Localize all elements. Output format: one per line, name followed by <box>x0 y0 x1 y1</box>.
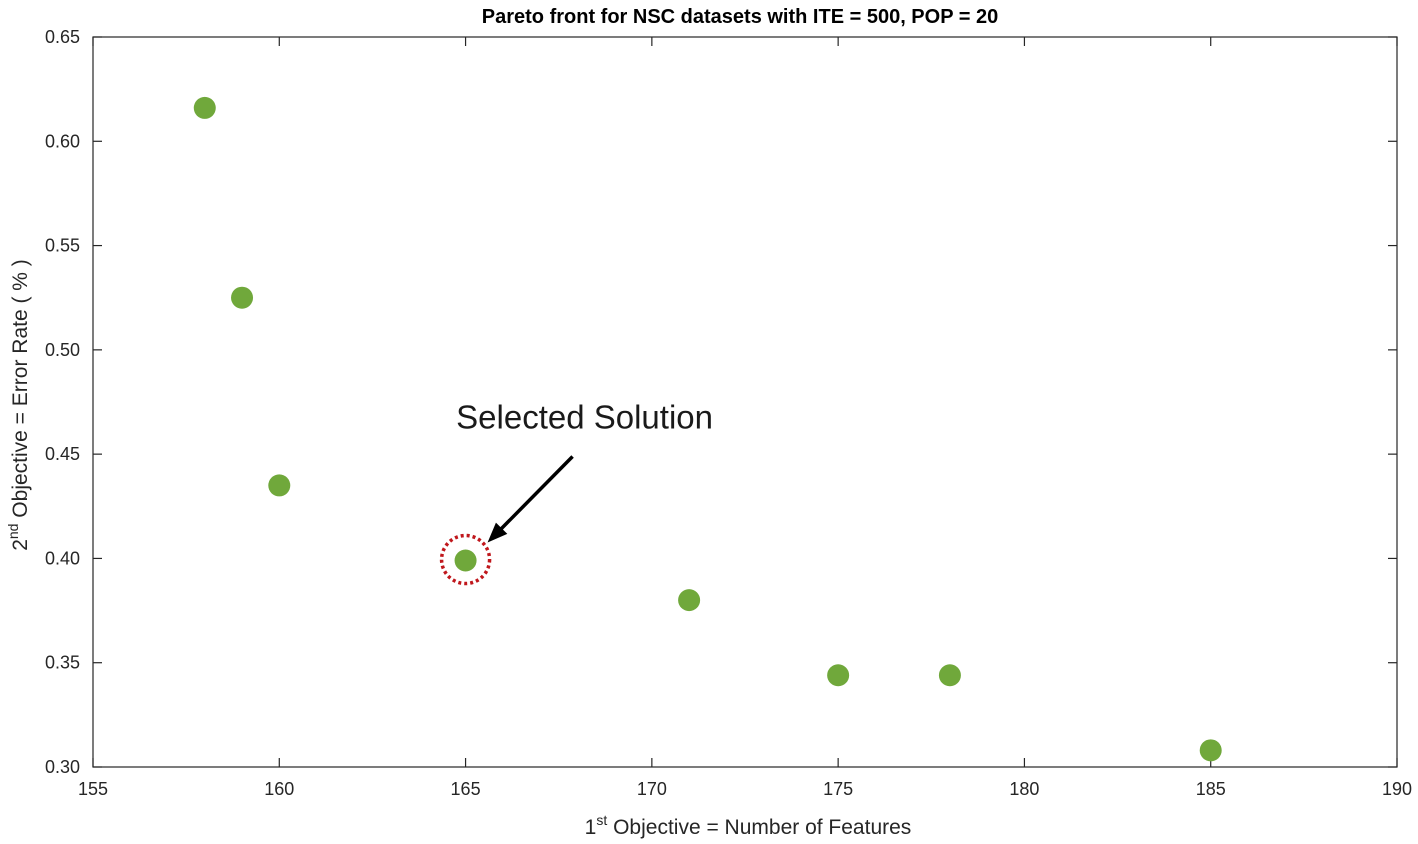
x-axis-title-superscript: st <box>596 812 607 828</box>
chart-title: Pareto front for NSC datasets with ITE =… <box>482 6 998 28</box>
annotation-label: Selected Solution <box>456 399 713 436</box>
y-tick-label: 0.45 <box>45 444 80 464</box>
x-tick-label: 160 <box>264 779 294 799</box>
x-axis-title-text: Objective = Number of Features <box>607 816 911 839</box>
x-tick-label: 170 <box>637 779 667 799</box>
y-tick-label: 0.30 <box>45 757 80 777</box>
x-axis-title: 1st Objective = Number of Features <box>585 812 912 839</box>
x-tick-label: 175 <box>823 779 853 799</box>
data-point <box>454 549 477 572</box>
data-point <box>268 474 291 497</box>
y-tick-label: 0.35 <box>45 653 80 673</box>
y-axis-title-prefix: 2 <box>9 539 32 551</box>
data-points <box>193 96 1222 762</box>
data-point <box>678 589 701 612</box>
y-axis-title-text: Objective = Error Rate ( % ) <box>9 259 32 523</box>
x-tick-label: 190 <box>1382 779 1412 799</box>
y-tick-label: 0.40 <box>45 548 80 568</box>
y-tick-label: 0.60 <box>45 131 80 151</box>
y-tick-label: 0.55 <box>45 236 80 256</box>
data-point <box>1199 739 1222 762</box>
axis-ticks: 155 160 165 170 175 180 185 190 0.30 0.35 0.40 0.45… <box>45 27 1412 799</box>
y-tick-label: 0.65 <box>45 27 80 47</box>
x-tick-label: 185 <box>1196 779 1226 799</box>
data-point <box>193 96 216 119</box>
data-point <box>827 664 850 687</box>
plot-frame <box>92 36 1398 768</box>
y-tick-label: 0.50 <box>45 340 80 360</box>
annotation-arrow-line <box>495 455 574 535</box>
selected-solution-highlight-ring <box>439 533 492 586</box>
annotation-arrowhead <box>487 522 508 543</box>
data-point <box>231 286 254 309</box>
annotation: Selected Solution <box>439 399 713 586</box>
x-tick-label: 155 <box>78 779 108 799</box>
x-tick-label: 180 <box>1009 779 1039 799</box>
x-tick-label: 165 <box>451 779 481 799</box>
y-axis-title-superscript: nd <box>5 524 21 540</box>
x-axis-title-prefix: 1 <box>585 816 597 839</box>
data-point <box>938 664 961 687</box>
y-axis-title: 2nd Objective = Error Rate ( % ) <box>5 259 32 551</box>
